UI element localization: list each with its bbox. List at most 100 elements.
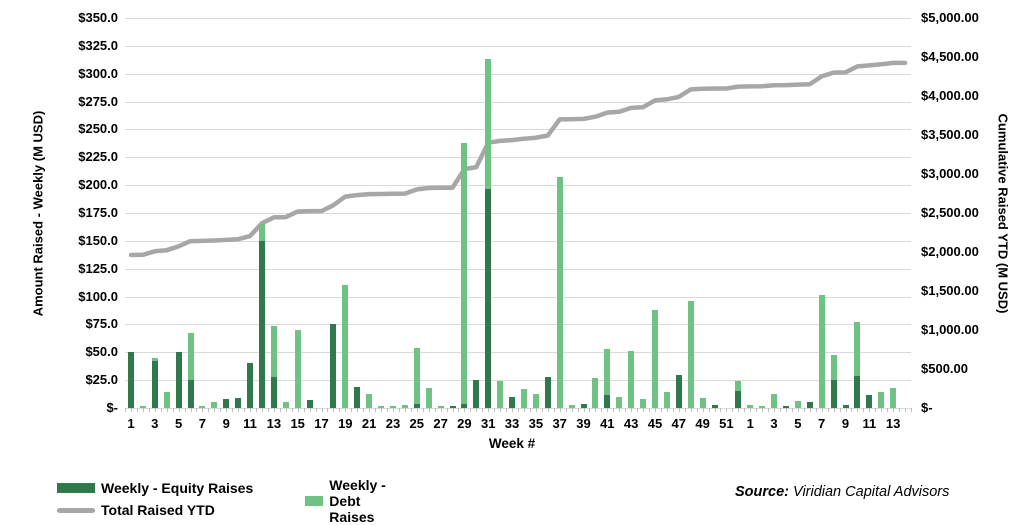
x-axis-tick <box>589 408 591 412</box>
debt-swatch-icon <box>305 496 324 506</box>
debt-bar-week-8-y2 <box>830 354 837 381</box>
left-axis-tick-label: $175.0 <box>78 205 118 220</box>
x-axis-tick <box>637 408 639 412</box>
x-axis-tick <box>482 408 484 412</box>
x-axis-tick <box>273 408 275 412</box>
x-axis-tick <box>220 408 222 412</box>
x-axis-tick <box>809 408 811 412</box>
x-axis-tick <box>309 408 311 412</box>
x-axis-tick <box>369 408 371 412</box>
left-axis-tick-label: $25.0 <box>85 372 118 388</box>
equity-bar-week-9 <box>223 399 230 408</box>
x-axis-tick <box>708 408 710 412</box>
debt-bar-week-37 <box>556 177 563 408</box>
x-axis-tick-label: 13 <box>266 416 282 431</box>
debt-bar-week-38 <box>568 404 575 408</box>
x-axis-tick <box>666 408 668 412</box>
x-axis-tick <box>375 408 377 412</box>
debt-bar-week-44 <box>640 399 647 408</box>
debt-bar-week-3 <box>151 357 158 362</box>
left-axis-tick-label: $100.0 <box>78 288 118 304</box>
equity-bar-week-12 <box>258 240 265 408</box>
gridline <box>125 296 911 298</box>
right-axis-tick-label: $4,000.00 <box>921 88 979 103</box>
equity-bar-week-6-y2 <box>806 402 813 408</box>
x-axis-tick <box>905 408 907 412</box>
x-axis-tick-label: 41 <box>600 416 615 431</box>
x-axis-tick <box>339 408 341 412</box>
x-axis-tick <box>208 408 210 412</box>
equity-bar-week-11-y2 <box>866 394 873 408</box>
x-axis-tick <box>863 408 865 412</box>
total-line-swatch-icon <box>57 507 95 513</box>
x-axis-tick <box>625 408 627 412</box>
x-axis-tick <box>279 408 281 412</box>
x-axis-tick <box>672 408 674 412</box>
x-axis-tick <box>774 408 776 412</box>
x-axis-tick <box>601 408 603 412</box>
x-axis-tick <box>660 408 662 412</box>
x-axis-tick <box>762 408 764 412</box>
debt-bar-week-19 <box>342 285 349 408</box>
x-axis-tick <box>827 408 829 412</box>
debt-bar-week-21 <box>366 393 373 408</box>
x-axis-tick <box>696 408 698 412</box>
debt-bar-week-29 <box>461 142 468 404</box>
debt-bar-week-13-y2 <box>890 387 897 408</box>
x-axis-tick <box>464 408 466 412</box>
x-axis-tick-label: 9 <box>222 416 230 431</box>
x-axis-tick <box>529 408 531 412</box>
debt-bar-week-7-y2 <box>818 295 825 408</box>
x-axis-tick <box>535 408 537 412</box>
x-axis-tick <box>875 408 877 412</box>
x-axis-tick <box>285 408 287 412</box>
x-axis-tick <box>398 408 400 412</box>
x-axis-tick-label: 3 <box>770 416 778 431</box>
equity-bar-week-25 <box>413 403 420 408</box>
x-axis-tick <box>392 408 394 412</box>
debt-bar-week-32 <box>497 381 504 408</box>
x-axis-tick <box>256 408 257 412</box>
x-axis-tick <box>261 408 263 412</box>
x-axis-tick <box>476 408 478 412</box>
left-axis-tick-label: $125.0 <box>78 260 118 276</box>
x-axis-tick <box>887 408 889 412</box>
legend-item-equity: Weekly - Equity Raises <box>57 480 253 496</box>
x-axis-tick <box>232 408 234 412</box>
x-axis-tick <box>845 408 847 412</box>
x-axis-tick-label: 1 <box>127 416 135 431</box>
x-axis-tick-label: 11 <box>862 416 877 431</box>
debt-bar-week-42 <box>616 396 623 408</box>
equity-bar-week-6 <box>187 380 194 408</box>
right-axis-tick-label: $500.00 <box>921 361 968 376</box>
x-axis-tick <box>452 408 454 412</box>
x-axis-tick <box>649 408 650 412</box>
legend: Weekly - Equity Raises Weekly - Debt Rai… <box>57 477 386 525</box>
x-axis-tick <box>130 408 132 412</box>
equity-bar-week-16 <box>306 400 313 408</box>
x-axis-tick-label: 39 <box>576 416 591 431</box>
right-axis-tick-label: $2,500.00 <box>921 205 979 220</box>
x-axis-tick <box>523 408 525 412</box>
x-axis-tick <box>720 408 722 412</box>
x-axis-tick-label: 45 <box>647 416 663 431</box>
legend-label-total: Total Raised YTD <box>101 502 215 518</box>
x-axis-tick <box>154 408 156 412</box>
debt-bar-week-8 <box>211 402 218 408</box>
x-axis-tick-label: 25 <box>409 416 424 431</box>
x-axis-tick-label: 27 <box>433 416 448 431</box>
x-axis-tick-label: 19 <box>338 416 353 431</box>
x-axis-tick <box>518 408 519 412</box>
x-axis-tick <box>756 408 758 412</box>
left-axis-tick-label: $200.0 <box>78 177 118 193</box>
legend-label-equity: Weekly - Equity Raises <box>101 480 254 496</box>
equity-bar-week-36 <box>544 376 551 408</box>
x-axis-tick-label: 23 <box>385 416 401 431</box>
x-axis-tick <box>738 408 740 412</box>
left-axis-tick-label: $50.0 <box>85 344 118 360</box>
gridline <box>125 380 911 382</box>
equity-bar-week-47 <box>675 374 682 408</box>
x-axis-tick <box>351 408 353 412</box>
left-axis-title: Amount Raised - Weekly (M USD) <box>30 110 46 317</box>
x-axis-tick <box>690 408 692 412</box>
